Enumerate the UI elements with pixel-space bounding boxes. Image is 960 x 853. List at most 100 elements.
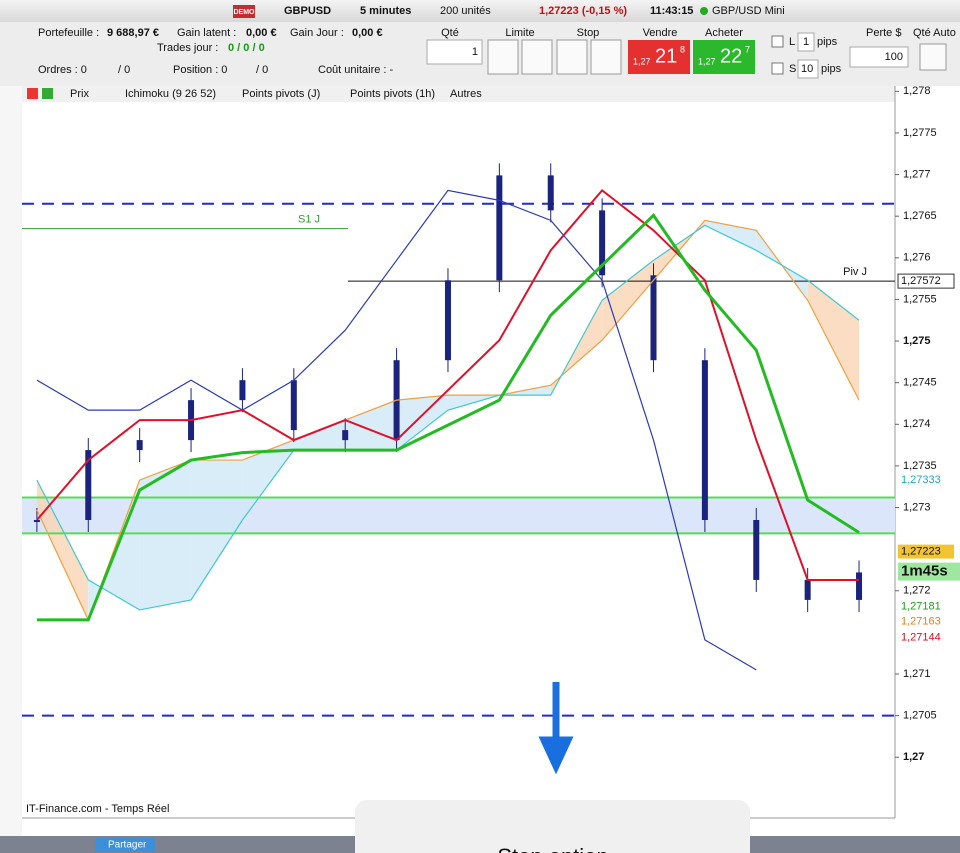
- y-tick-label: 1,27: [903, 751, 924, 763]
- legend-btn[interactable]: [42, 88, 53, 99]
- share[interactable]: Partager: [108, 840, 147, 851]
- demo-text: DEMO: [234, 9, 256, 16]
- cloud: [293, 420, 346, 451]
- popup-text: Stop option: [497, 844, 608, 853]
- candle: [290, 380, 297, 431]
- period[interactable]: 5 minutes: [360, 5, 411, 17]
- legend-entry[interactable]: Autres: [450, 88, 482, 100]
- s: S: [789, 63, 796, 75]
- latent: 0,00 €: [246, 27, 277, 39]
- candle: [650, 275, 657, 361]
- portfolio: 9 688,97 €: [107, 27, 159, 39]
- l-val: 1: [803, 36, 809, 48]
- orders-sub: / 0: [118, 64, 130, 76]
- price-label: 1,27223: [901, 546, 941, 558]
- buy-pips: 22: [720, 45, 742, 67]
- cloud: [396, 395, 448, 451]
- y-tick-label: 1,2765: [903, 210, 937, 222]
- y-tick-label: 1,278: [903, 85, 931, 97]
- y-tick-label: 1,273: [903, 501, 931, 513]
- s-check[interactable]: [771, 62, 784, 75]
- candle: [599, 210, 606, 276]
- candle: [753, 520, 760, 580]
- price-axis: [895, 86, 960, 836]
- y-tick-label: 1,2745: [903, 377, 937, 389]
- symbol[interactable]: GBPUSD: [284, 5, 331, 17]
- y-tick-label: 1,276: [903, 252, 931, 264]
- level-label: Piv J: [843, 266, 867, 278]
- cloud: [704, 220, 757, 251]
- candle: [547, 175, 554, 211]
- unit-cost: Coût unitaire : -: [318, 64, 394, 76]
- indicator-line: [36, 213, 860, 622]
- limit-sell-button[interactable]: [521, 39, 553, 75]
- l-input[interactable]: [797, 32, 815, 52]
- candle: [444, 280, 451, 361]
- sell-frac: 8: [680, 44, 685, 54]
- price-label: 1,27144: [901, 631, 941, 643]
- auto-button[interactable]: [919, 43, 947, 71]
- cloud: [807, 280, 860, 401]
- price-label: 1,27181: [901, 600, 941, 612]
- trades-label: Trades jour :: [157, 42, 218, 54]
- status-dot: [700, 7, 708, 15]
- price-label-box: [898, 544, 954, 559]
- legend-entry[interactable]: Points pivots (J): [242, 88, 320, 100]
- y-tick-label: 1,272: [903, 585, 931, 597]
- l-unit: pips: [817, 36, 838, 48]
- countdown-box: [898, 562, 960, 581]
- limit-label: Limite: [505, 27, 534, 39]
- buy-label: Acheter: [705, 27, 743, 39]
- loss-input[interactable]: [849, 46, 909, 68]
- sell-big: 1,27: [633, 56, 651, 66]
- candle: [342, 430, 349, 441]
- y-tick-label: 1,277: [903, 168, 931, 180]
- demo-badge: [233, 5, 255, 18]
- arrow: [538, 682, 574, 775]
- y-tick-label: 1,2735: [903, 460, 937, 472]
- sell-pips: 21: [655, 45, 677, 67]
- legend-btn[interactable]: [27, 88, 38, 99]
- y-tick-label: 1,2775: [903, 127, 937, 139]
- candle: [496, 175, 503, 281]
- buy-button[interactable]: [693, 40, 755, 74]
- indicator-line: [36, 189, 757, 671]
- price-label-box: [897, 273, 955, 289]
- s-val: 10: [801, 63, 813, 75]
- limit-buy-button[interactable]: [487, 39, 519, 75]
- candle: [804, 579, 811, 600]
- day-label: Gain Jour :: [290, 27, 344, 39]
- cloud: [139, 460, 192, 610]
- y-tick-label: 1,2755: [903, 293, 937, 305]
- price-label: 1,27333: [901, 474, 941, 486]
- stop-label: Stop: [577, 27, 600, 39]
- sell-button[interactable]: [628, 40, 690, 74]
- share-button[interactable]: [95, 838, 155, 852]
- legend-entry[interactable]: Points pivots (1h): [350, 88, 435, 100]
- candle: [701, 360, 708, 521]
- position: Position : 0: [173, 64, 227, 76]
- buy-big: 1,27: [698, 56, 716, 66]
- stop-sell-button[interactable]: [590, 39, 622, 75]
- candle: [33, 520, 40, 523]
- candle: [239, 380, 246, 401]
- sell-label: Vendre: [643, 27, 678, 39]
- price-label: 1,27572: [901, 275, 941, 287]
- units[interactable]: 200 unités: [440, 5, 491, 17]
- cloud: [602, 260, 654, 341]
- legend-entry[interactable]: Ichimoku (9 26 52): [125, 88, 216, 100]
- left-sidebar: [0, 86, 22, 853]
- price-label-box: [898, 599, 954, 614]
- trades: 0 / 0 / 0: [228, 42, 265, 54]
- l-check[interactable]: [771, 35, 784, 48]
- legend-entry[interactable]: Prix: [70, 88, 89, 100]
- buy-frac: 7: [745, 44, 750, 54]
- s-input[interactable]: [797, 59, 819, 79]
- legend-bar: [22, 86, 895, 102]
- stop-buy-button[interactable]: [556, 39, 588, 75]
- qty-input[interactable]: [426, 39, 483, 65]
- quote: 1,27223 (-0,15 %): [539, 5, 627, 17]
- qty: 1: [472, 46, 478, 58]
- price-label-box: [898, 614, 954, 629]
